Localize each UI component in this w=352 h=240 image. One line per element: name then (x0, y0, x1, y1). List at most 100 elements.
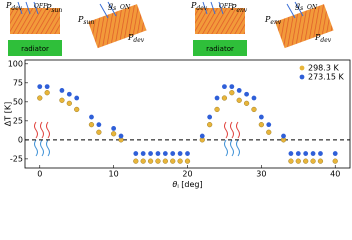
point (251, 106, 257, 113)
point (214, 106, 220, 113)
icon-label: Pdev (190, 1, 208, 12)
point (184, 158, 191, 164)
icon-label: OFF (219, 3, 233, 10)
point (236, 88, 242, 93)
label-sub: dev (196, 5, 207, 12)
point (155, 158, 161, 164)
icon-label: Pdev (127, 33, 145, 44)
label-main: P (5, 1, 12, 10)
point (222, 84, 227, 90)
point (258, 114, 264, 120)
label-sub: OFF (34, 3, 48, 10)
label-sub: OFF (219, 3, 233, 10)
point (177, 151, 183, 156)
label-sub: ON (120, 4, 131, 11)
point (207, 122, 213, 128)
point (140, 158, 146, 164)
icon-label: Pdev (5, 1, 23, 12)
x-label-sub: i (177, 184, 178, 190)
legend-marker (299, 65, 305, 71)
point (155, 151, 161, 156)
label-sub: ON (307, 4, 318, 11)
label-sub: dev (11, 5, 22, 12)
point (170, 151, 176, 156)
point (133, 158, 139, 164)
radiator-box (8, 40, 62, 56)
point (243, 100, 250, 106)
y-axis-label: ΔT [K] (4, 102, 13, 126)
label-main: g (295, 1, 300, 10)
point (221, 95, 228, 101)
point (133, 151, 139, 156)
point (96, 129, 102, 135)
point (148, 151, 153, 156)
x-axis-label: θi [deg] (172, 180, 202, 190)
point (303, 151, 309, 156)
waves (34, 121, 240, 139)
label-main: P (190, 1, 197, 10)
point (281, 133, 286, 139)
point (66, 100, 72, 106)
x-tick-label: 40 (330, 170, 340, 179)
plate (10, 8, 60, 34)
point (229, 90, 235, 96)
y-tick-label: 100 (8, 59, 23, 68)
label-sub: env (270, 19, 281, 26)
label-main: P (77, 15, 84, 24)
point (258, 122, 264, 128)
radiator-label: radiator (206, 45, 234, 53)
legend-label: 298.3 K (308, 64, 339, 73)
label-main: g (108, 1, 113, 10)
point (317, 158, 324, 164)
x-tick-label: 0 (37, 170, 42, 179)
point (310, 158, 316, 164)
point (111, 131, 117, 137)
label-sub: s (300, 5, 303, 12)
point (170, 158, 176, 164)
point (229, 84, 235, 90)
x-label-symbol: θ (172, 180, 177, 189)
point (332, 158, 338, 164)
label-sub: dev (320, 37, 331, 44)
point (118, 133, 124, 139)
point (44, 84, 50, 90)
radiator-label: radiator (21, 45, 49, 53)
point (303, 158, 309, 164)
icon-label: Penv (230, 3, 248, 14)
icon-label: OFF (34, 3, 48, 10)
point (251, 95, 257, 101)
point (266, 129, 272, 135)
icon-label: gs (108, 1, 116, 12)
label-main: P (314, 33, 321, 42)
point (37, 95, 43, 101)
icon-label: ON (307, 4, 318, 11)
point (162, 158, 168, 164)
radiator-box (193, 40, 247, 56)
x-tick-label: 20 (182, 170, 192, 179)
legend-marker (299, 74, 305, 80)
label-main: P (45, 3, 52, 12)
label-main: P (230, 3, 237, 12)
page: {"panels": [ {"labels": [{"main": "P", "… (3, 1, 351, 190)
icon-label: Psun (77, 15, 94, 26)
waves (34, 139, 240, 157)
point (295, 151, 301, 156)
y-tick-label: 25 (13, 116, 23, 125)
icon-label: Psun (45, 3, 62, 14)
y-tick-label: 0 (18, 135, 23, 144)
icon-label: Pdev (314, 33, 332, 44)
plate (275, 4, 334, 49)
point (96, 122, 102, 128)
point (332, 151, 338, 156)
point (207, 114, 213, 120)
point (74, 106, 80, 113)
legend-label: 273.15 K (308, 73, 345, 82)
point (266, 122, 272, 128)
label-sub: s (113, 5, 116, 12)
x-tick-label: 10 (109, 170, 119, 179)
point (37, 84, 43, 90)
rays (17, 1, 304, 19)
point (88, 122, 95, 128)
point (236, 97, 242, 103)
label-sub: dev (133, 37, 144, 44)
